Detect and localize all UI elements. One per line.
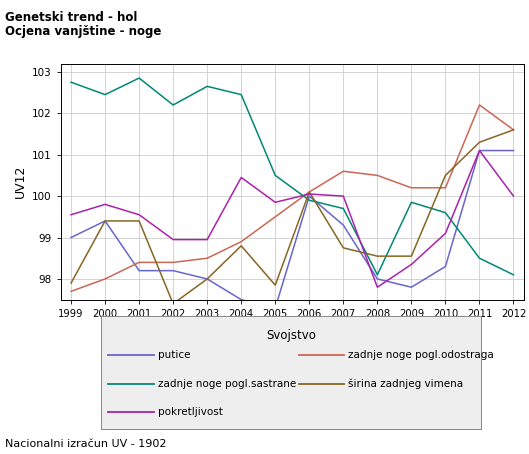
Text: Ocjena vanjštine - noge: Ocjena vanjštine - noge	[5, 25, 162, 38]
Text: širina zadnjeg vimena: širina zadnjeg vimena	[348, 378, 463, 389]
Text: zadnje noge pogl.sastrane: zadnje noge pogl.sastrane	[158, 379, 296, 389]
Y-axis label: UV12: UV12	[14, 165, 26, 198]
Text: zadnje noge pogl.odostraga: zadnje noge pogl.odostraga	[348, 350, 494, 360]
X-axis label: Godina rođenja: Godina rođenja	[244, 324, 340, 337]
Text: Nacionalni izračun UV - 1902: Nacionalni izračun UV - 1902	[5, 439, 167, 449]
Text: putice: putice	[158, 350, 190, 360]
Text: Svojstvo: Svojstvo	[266, 329, 316, 342]
Text: Genetski trend - hol: Genetski trend - hol	[5, 11, 138, 25]
Text: pokretljivost: pokretljivost	[158, 407, 223, 417]
